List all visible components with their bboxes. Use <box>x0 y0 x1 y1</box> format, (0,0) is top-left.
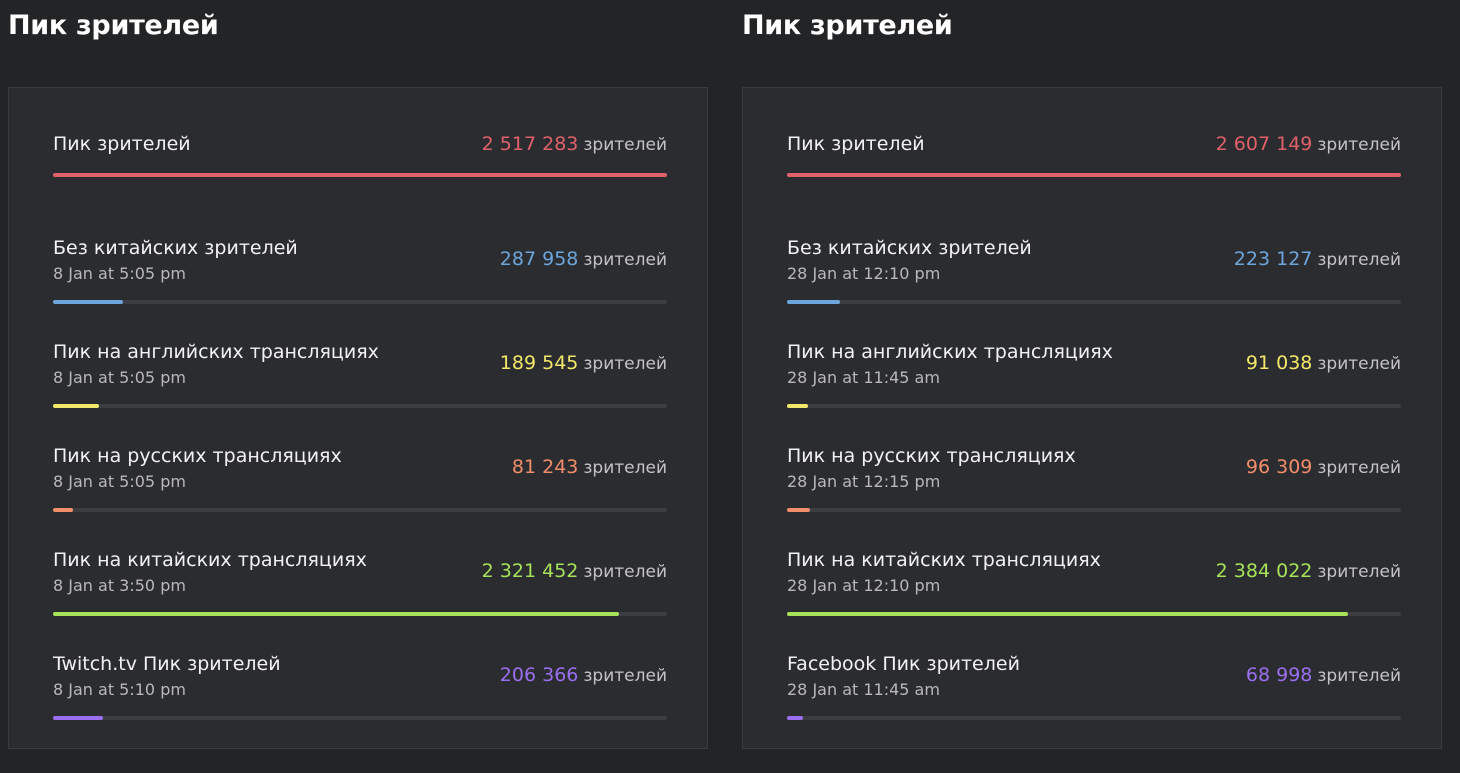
stat-number: 287 958 <box>499 248 579 270</box>
stat-value: 81 243 зрителей <box>512 456 667 478</box>
stat-unit: зрителей <box>1317 562 1401 582</box>
stat-number: 81 243 <box>511 456 579 478</box>
progress-track <box>787 508 1401 512</box>
row-no-chinese: Без китайских зрителей 8 Jan at 5:05 pm 28… <box>53 237 667 341</box>
stat-date: 8 Jan at 5:05 pm <box>53 368 186 387</box>
stat-label: Пик на русских трансляциях <box>787 445 1076 467</box>
progress-fill <box>53 173 667 177</box>
stat-value: 2 607 149 зрителей <box>1216 133 1401 155</box>
stat-unit: зрителей <box>583 250 667 270</box>
stat-label: Пик зрителей <box>787 133 925 155</box>
stats-card: Пик зрителей 2 517 283 зрителей Без китайск… <box>8 87 708 749</box>
progress-fill <box>53 508 73 512</box>
progress-fill <box>53 300 123 304</box>
progress-track <box>53 716 667 720</box>
progress-track <box>787 404 1401 408</box>
stat-unit: зрителей <box>1317 354 1401 374</box>
progress-track <box>787 612 1401 616</box>
stat-date: 8 Jan at 5:05 pm <box>53 264 186 283</box>
progress-fill <box>787 300 840 304</box>
stat-date: 28 Jan at 11:45 am <box>787 368 940 387</box>
stat-value: 68 998 зрителей <box>1246 664 1401 686</box>
row-total-peak: Пик зрителей 2 607 149 зрителей <box>787 133 1401 237</box>
stat-value: 2 321 452 зрителей <box>482 560 667 582</box>
progress-track <box>53 404 667 408</box>
stat-label: Пик на русских трансляциях <box>53 445 342 467</box>
stat-value: 287 958 зрителей <box>500 248 667 270</box>
stat-label: Без китайских зрителей <box>787 237 1032 259</box>
row-chinese: Пик на китайских трансляциях 8 Jan at 3:5… <box>53 549 667 653</box>
progress-track <box>53 508 667 512</box>
stats-card: Пик зрителей 2 607 149 зрителей Без китайск… <box>742 87 1442 749</box>
stat-date: 28 Jan at 11:45 am <box>787 680 940 699</box>
stat-number: 223 127 <box>1233 248 1313 270</box>
row-platform: Twitch.tv Пик зрителей 8 Jan at 5:10 pm 20… <box>53 653 667 757</box>
stat-number: 2 517 283 <box>481 133 579 155</box>
stat-date: 8 Jan at 3:50 pm <box>53 576 186 595</box>
row-no-chinese: Без китайских зрителей 28 Jan at 12:10 pm… <box>787 237 1401 341</box>
progress-fill <box>787 612 1348 616</box>
row-russian: Пик на русских трансляциях 28 Jan at 12:1… <box>787 445 1401 549</box>
stat-label: Пик на английских трансляциях <box>53 341 379 363</box>
row-total-peak: Пик зрителей 2 517 283 зрителей <box>53 133 667 237</box>
progress-track <box>787 300 1401 304</box>
stat-date: 28 Jan at 12:10 pm <box>787 576 941 595</box>
stat-value: 2 517 283 зрителей <box>482 133 667 155</box>
progress-fill <box>787 173 1401 177</box>
row-english: Пик на английских трансляциях 28 Jan at 1… <box>787 341 1401 445</box>
progress-fill <box>787 716 803 720</box>
stat-unit: зрителей <box>583 666 667 686</box>
progress-track <box>53 173 667 177</box>
row-platform: Facebook Пик зрителей 28 Jan at 11:45 am 6… <box>787 653 1401 757</box>
stat-unit: зрителей <box>583 458 667 478</box>
stat-value: 223 127 зрителей <box>1234 248 1401 270</box>
stat-value: 2 384 022 зрителей <box>1216 560 1401 582</box>
stat-label: Пик на китайских трансляциях <box>53 549 367 571</box>
stat-value: 91 038 зрителей <box>1246 352 1401 374</box>
stat-value: 206 366 зрителей <box>500 664 667 686</box>
progress-track <box>53 612 667 616</box>
stat-number: 68 998 <box>1245 664 1313 686</box>
stat-number: 189 545 <box>499 352 579 374</box>
stat-unit: зрителей <box>583 562 667 582</box>
stat-label: Twitch.tv Пик зрителей <box>53 653 281 675</box>
stat-date: 28 Jan at 12:15 pm <box>787 472 941 491</box>
progress-track <box>53 300 667 304</box>
progress-track <box>787 173 1401 177</box>
progress-fill <box>53 716 103 720</box>
stat-label: Без китайских зрителей <box>53 237 298 259</box>
row-english: Пик на английских трансляциях 8 Jan at 5:… <box>53 341 667 445</box>
stat-number: 206 366 <box>499 664 579 686</box>
stat-unit: зрителей <box>1317 250 1401 270</box>
stat-label: Пик на китайских трансляциях <box>787 549 1101 571</box>
progress-fill <box>787 404 808 408</box>
progress-fill <box>787 508 810 512</box>
row-chinese: Пик на китайских трансляциях 28 Jan at 12… <box>787 549 1401 653</box>
stat-value: 96 309 зрителей <box>1246 456 1401 478</box>
panel-title: Пик зрителей <box>8 10 219 41</box>
progress-fill <box>53 612 619 616</box>
stat-value: 189 545 зрителей <box>500 352 667 374</box>
stat-unit: зрителей <box>1317 458 1401 478</box>
stat-date: 8 Jan at 5:10 pm <box>53 680 186 699</box>
stat-number: 2 321 452 <box>481 560 579 582</box>
stat-unit: зрителей <box>1317 135 1401 155</box>
stat-number: 91 038 <box>1245 352 1313 374</box>
stat-date: 28 Jan at 12:10 pm <box>787 264 941 283</box>
stat-number: 2 607 149 <box>1215 133 1313 155</box>
stat-label: Пик зрителей <box>53 133 191 155</box>
panel-title: Пик зрителей <box>742 10 953 41</box>
stat-label: Facebook Пик зрителей <box>787 653 1020 675</box>
row-russian: Пик на русских трансляциях 8 Jan at 5:05 … <box>53 445 667 549</box>
stat-label: Пик на английских трансляциях <box>787 341 1113 363</box>
stat-date: 8 Jan at 5:05 pm <box>53 472 186 491</box>
stat-number: 2 384 022 <box>1215 560 1313 582</box>
stat-unit: зрителей <box>1317 666 1401 686</box>
progress-track <box>787 716 1401 720</box>
stat-number: 96 309 <box>1245 456 1313 478</box>
stat-unit: зрителей <box>583 354 667 374</box>
stat-unit: зрителей <box>583 135 667 155</box>
progress-fill <box>53 404 99 408</box>
